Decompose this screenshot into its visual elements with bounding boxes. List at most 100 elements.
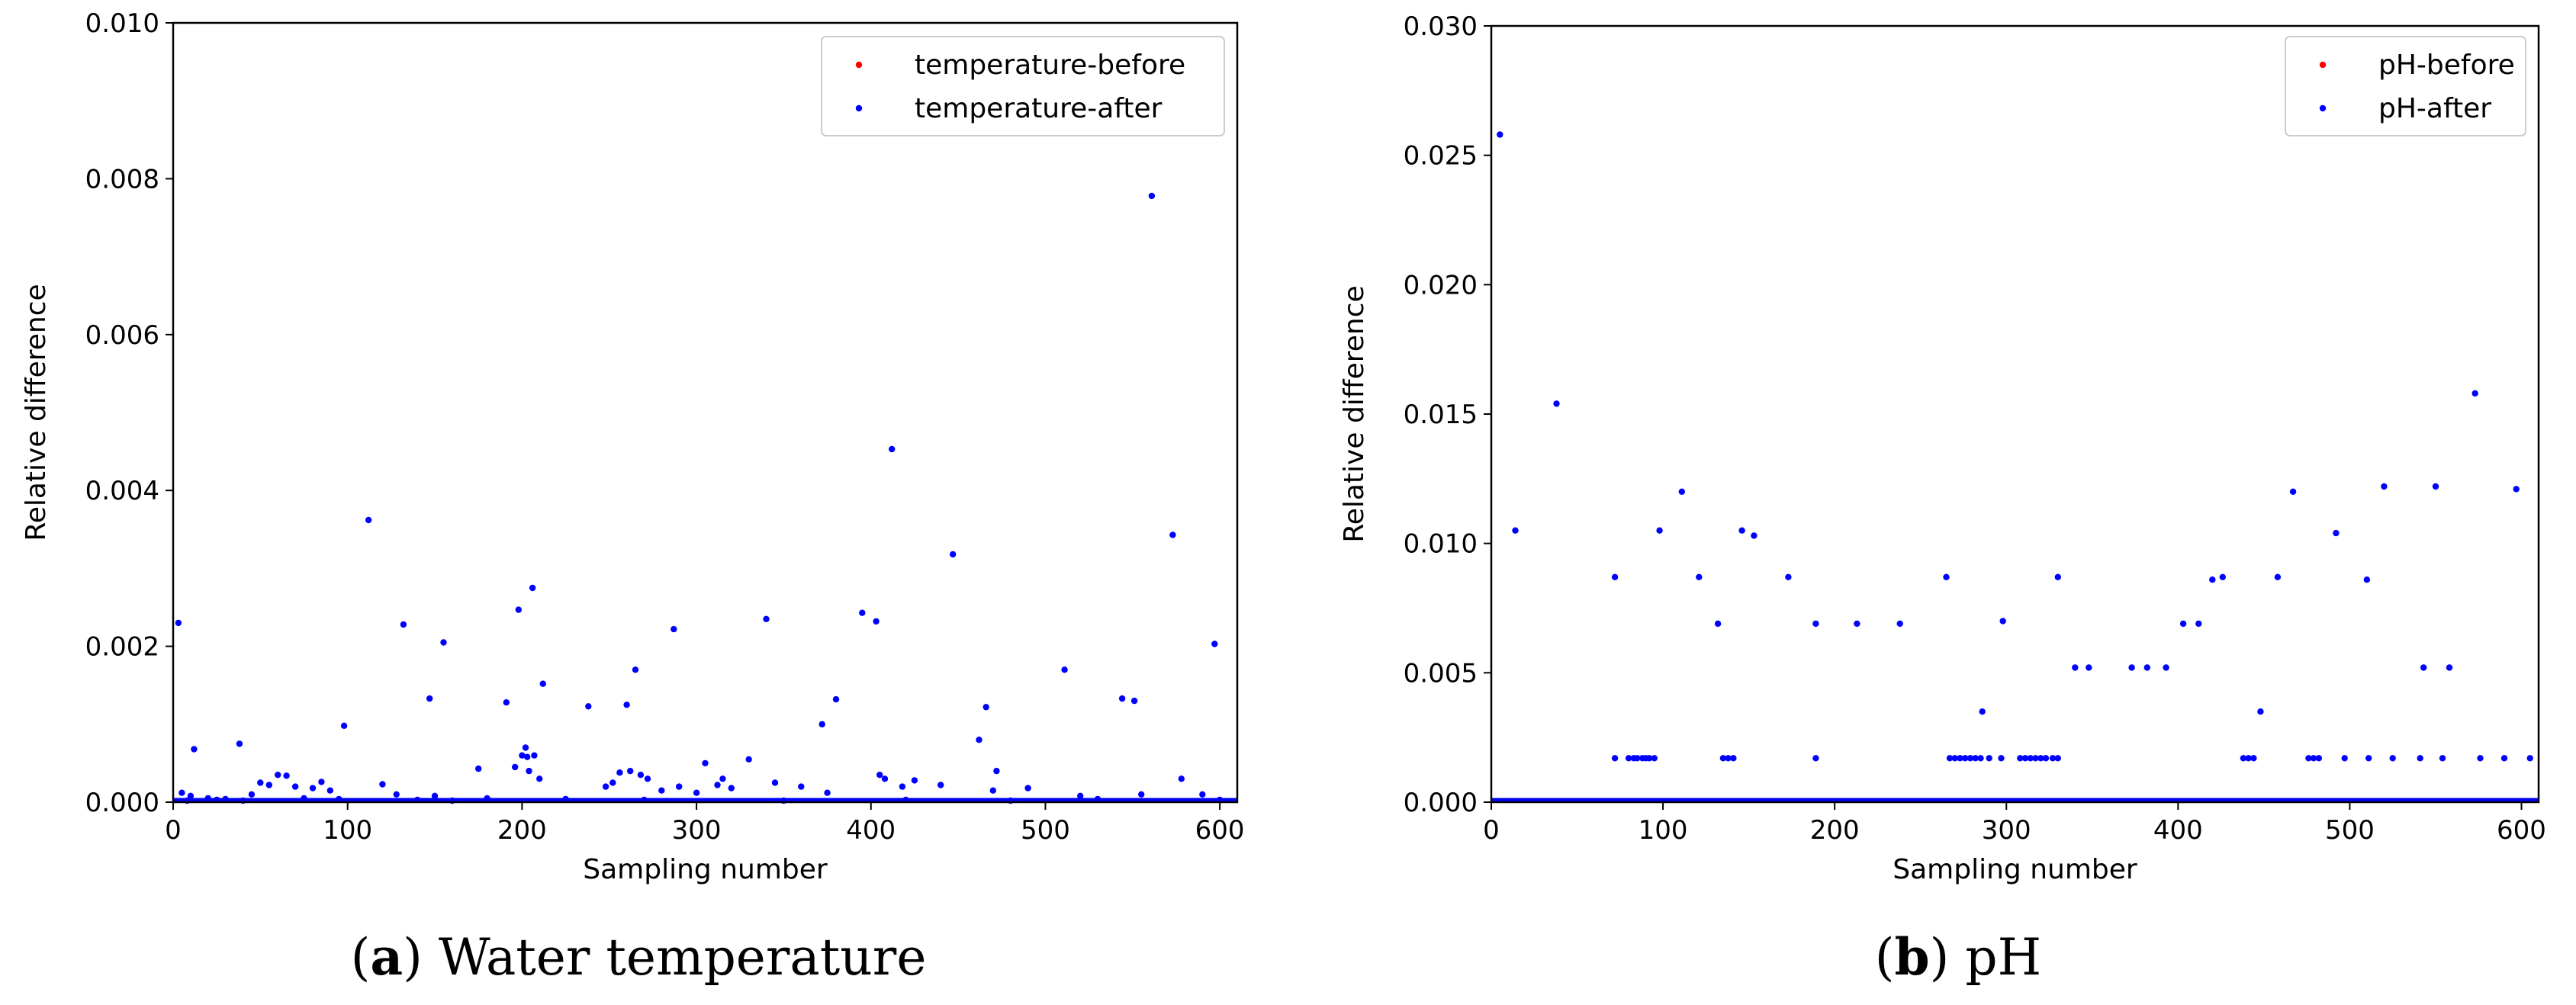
data-point <box>881 775 889 782</box>
data-point <box>2432 483 2439 490</box>
data-point <box>798 783 805 790</box>
data-point <box>2257 708 2264 715</box>
data-point <box>1130 697 1138 705</box>
data-point <box>899 783 906 790</box>
data-point <box>1714 620 1722 628</box>
y-axis-label: Relative difference <box>21 284 52 541</box>
y-tick-label: 0.006 <box>85 320 159 351</box>
data-point <box>2439 755 2446 762</box>
data-point <box>2477 755 2484 762</box>
data-point <box>515 606 522 613</box>
data-point <box>1634 755 1641 762</box>
data-point <box>1651 755 1658 762</box>
y-tick-label: 0.010 <box>85 8 159 39</box>
data-point <box>2017 755 2024 762</box>
data-point <box>326 787 333 794</box>
data-point <box>291 783 299 790</box>
data-point <box>1611 755 1619 762</box>
data-point <box>1725 755 1732 762</box>
data-point <box>1999 618 2006 625</box>
data-point <box>2027 755 2034 762</box>
data-point <box>1024 785 1031 791</box>
data-point <box>2365 755 2372 762</box>
legend: temperature-before temperature-after <box>821 36 1225 136</box>
data-point <box>175 619 182 627</box>
data-point <box>440 639 447 646</box>
data-point <box>889 445 896 453</box>
data-point <box>2310 755 2317 762</box>
data-point <box>1943 573 1950 580</box>
data-point <box>1178 775 1185 782</box>
data-point <box>2049 755 2057 762</box>
data-points <box>1497 131 2533 762</box>
y-tick-label: 0.025 <box>1404 141 1478 172</box>
data-point <box>2240 755 2247 762</box>
data-point <box>393 791 400 798</box>
data-point <box>2163 664 2169 671</box>
data-point <box>2315 755 2323 762</box>
data-point <box>693 789 700 796</box>
legend-marker <box>855 104 863 112</box>
legend-label: pH-before <box>2378 50 2515 81</box>
data-point <box>2333 529 2340 537</box>
data-point <box>1785 573 1792 580</box>
data-point <box>993 767 1000 775</box>
x-tick-label: 600 <box>1195 815 1245 846</box>
data-point <box>602 783 609 790</box>
x-tick-label: 0 <box>1483 815 1500 846</box>
data-point <box>627 767 634 775</box>
data-point <box>859 609 866 616</box>
x-axis-label: Sampling number <box>1893 854 2137 885</box>
data-point <box>1678 488 1685 495</box>
data-point <box>976 737 982 743</box>
data-point <box>1118 695 1126 702</box>
data-point <box>616 769 623 776</box>
data-point <box>676 783 683 790</box>
x-tick-label: 100 <box>1639 815 1688 846</box>
data-point <box>824 789 831 796</box>
data-point <box>714 782 721 788</box>
data-point <box>1962 755 1969 762</box>
data-point <box>2417 755 2423 762</box>
data-point <box>1719 755 1727 762</box>
x-tick-label: 600 <box>2497 815 2546 846</box>
data-point <box>379 781 386 788</box>
data-point <box>1812 620 1819 628</box>
data-point <box>512 763 519 771</box>
x-tick-label: 200 <box>497 815 547 846</box>
data-point <box>2054 573 2061 580</box>
data-point <box>1148 192 1156 200</box>
data-point <box>539 680 546 687</box>
data-point <box>1497 131 1503 138</box>
data-point <box>1979 708 1986 715</box>
data-point <box>475 765 482 772</box>
data-point <box>1896 620 1903 628</box>
data-point <box>431 792 439 800</box>
data-point <box>275 772 281 779</box>
data-point <box>644 775 651 782</box>
data-point <box>257 779 264 786</box>
data-point <box>2446 664 2453 671</box>
data-point <box>1512 527 1519 534</box>
data-point <box>1730 755 1737 762</box>
data-point <box>1696 573 1703 580</box>
data-point <box>2054 755 2061 762</box>
data-point <box>2526 755 2533 762</box>
x-axis-label: Sampling number <box>583 854 828 885</box>
legend-marker <box>2319 61 2327 69</box>
y-tick-label: 0.000 <box>85 788 159 818</box>
data-point <box>2250 755 2257 762</box>
data-point <box>1986 755 1992 762</box>
legend-label: pH-after <box>2378 93 2491 124</box>
data-point <box>526 767 532 775</box>
y-tick-label: 0.002 <box>85 632 159 663</box>
data-point <box>1061 666 1068 673</box>
x-tick-label: 100 <box>323 815 372 846</box>
x-tick-label: 500 <box>2325 815 2375 846</box>
data-point <box>728 785 735 791</box>
data-point <box>309 785 317 791</box>
data-point <box>283 772 290 779</box>
data-point <box>911 777 918 784</box>
data-point <box>719 775 726 782</box>
data-point <box>2195 620 2202 628</box>
